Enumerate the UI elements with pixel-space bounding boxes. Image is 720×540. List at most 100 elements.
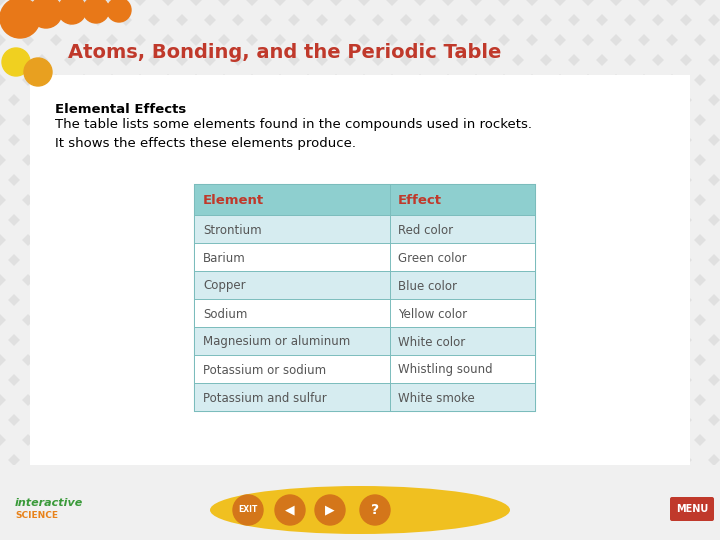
Polygon shape (190, 274, 202, 286)
Polygon shape (694, 474, 706, 486)
Polygon shape (540, 254, 552, 266)
Polygon shape (358, 394, 370, 406)
Polygon shape (134, 354, 146, 366)
Polygon shape (652, 14, 664, 26)
Polygon shape (358, 354, 370, 366)
Polygon shape (218, 514, 230, 526)
Polygon shape (330, 34, 342, 46)
Polygon shape (36, 294, 48, 306)
Polygon shape (680, 374, 692, 386)
Polygon shape (246, 114, 258, 126)
Polygon shape (148, 214, 160, 226)
Polygon shape (148, 494, 160, 506)
Polygon shape (442, 354, 454, 366)
Polygon shape (652, 134, 664, 146)
Polygon shape (92, 94, 104, 106)
Polygon shape (596, 134, 608, 146)
Text: Atoms, Bonding, and the Periodic Table: Atoms, Bonding, and the Periodic Table (68, 43, 501, 62)
Polygon shape (554, 434, 566, 446)
Polygon shape (638, 474, 650, 486)
Polygon shape (582, 154, 594, 166)
Polygon shape (330, 474, 342, 486)
Polygon shape (274, 514, 286, 526)
Polygon shape (22, 74, 34, 86)
Polygon shape (358, 514, 370, 526)
Polygon shape (414, 354, 426, 366)
FancyBboxPatch shape (195, 243, 535, 271)
Polygon shape (92, 214, 104, 226)
Polygon shape (680, 54, 692, 66)
Polygon shape (274, 0, 286, 6)
Polygon shape (610, 234, 622, 246)
Polygon shape (134, 434, 146, 446)
Polygon shape (176, 334, 188, 346)
Polygon shape (680, 214, 692, 226)
Polygon shape (8, 294, 20, 306)
Polygon shape (456, 294, 468, 306)
Polygon shape (246, 434, 258, 446)
Polygon shape (232, 134, 244, 146)
Polygon shape (526, 314, 538, 326)
Polygon shape (358, 474, 370, 486)
Polygon shape (470, 194, 482, 206)
Text: Potassium and sulfur: Potassium and sulfur (203, 392, 327, 404)
Polygon shape (498, 394, 510, 406)
Polygon shape (316, 454, 328, 466)
Polygon shape (8, 54, 20, 66)
Polygon shape (344, 134, 356, 146)
Polygon shape (344, 534, 356, 540)
FancyBboxPatch shape (195, 355, 535, 383)
Polygon shape (260, 334, 272, 346)
Polygon shape (36, 54, 48, 66)
Polygon shape (176, 494, 188, 506)
Polygon shape (302, 194, 314, 206)
Polygon shape (134, 234, 146, 246)
Polygon shape (582, 394, 594, 406)
Polygon shape (92, 294, 104, 306)
Polygon shape (568, 454, 580, 466)
Polygon shape (610, 354, 622, 366)
Polygon shape (204, 14, 216, 26)
Polygon shape (204, 374, 216, 386)
Polygon shape (78, 0, 90, 6)
Polygon shape (428, 214, 440, 226)
Polygon shape (316, 54, 328, 66)
Polygon shape (386, 34, 398, 46)
Polygon shape (484, 414, 496, 426)
Polygon shape (288, 94, 300, 106)
Polygon shape (162, 474, 174, 486)
Polygon shape (274, 314, 286, 326)
Polygon shape (92, 254, 104, 266)
Polygon shape (512, 174, 524, 186)
Polygon shape (498, 74, 510, 86)
Polygon shape (344, 14, 356, 26)
Polygon shape (106, 314, 118, 326)
Circle shape (275, 495, 305, 525)
Polygon shape (652, 534, 664, 540)
Polygon shape (526, 434, 538, 446)
Polygon shape (568, 534, 580, 540)
Polygon shape (624, 374, 636, 386)
Polygon shape (316, 94, 328, 106)
Polygon shape (652, 254, 664, 266)
Polygon shape (680, 134, 692, 146)
Polygon shape (162, 274, 174, 286)
Polygon shape (596, 334, 608, 346)
Polygon shape (372, 54, 384, 66)
Polygon shape (232, 174, 244, 186)
Polygon shape (358, 274, 370, 286)
Polygon shape (708, 94, 720, 106)
Polygon shape (64, 54, 76, 66)
Polygon shape (176, 134, 188, 146)
Polygon shape (610, 314, 622, 326)
Text: Effect: Effect (398, 194, 442, 207)
Polygon shape (316, 374, 328, 386)
Polygon shape (50, 154, 62, 166)
Polygon shape (176, 254, 188, 266)
Polygon shape (540, 14, 552, 26)
Polygon shape (302, 274, 314, 286)
FancyBboxPatch shape (195, 271, 535, 299)
Polygon shape (190, 74, 202, 86)
Polygon shape (302, 354, 314, 366)
Polygon shape (148, 374, 160, 386)
